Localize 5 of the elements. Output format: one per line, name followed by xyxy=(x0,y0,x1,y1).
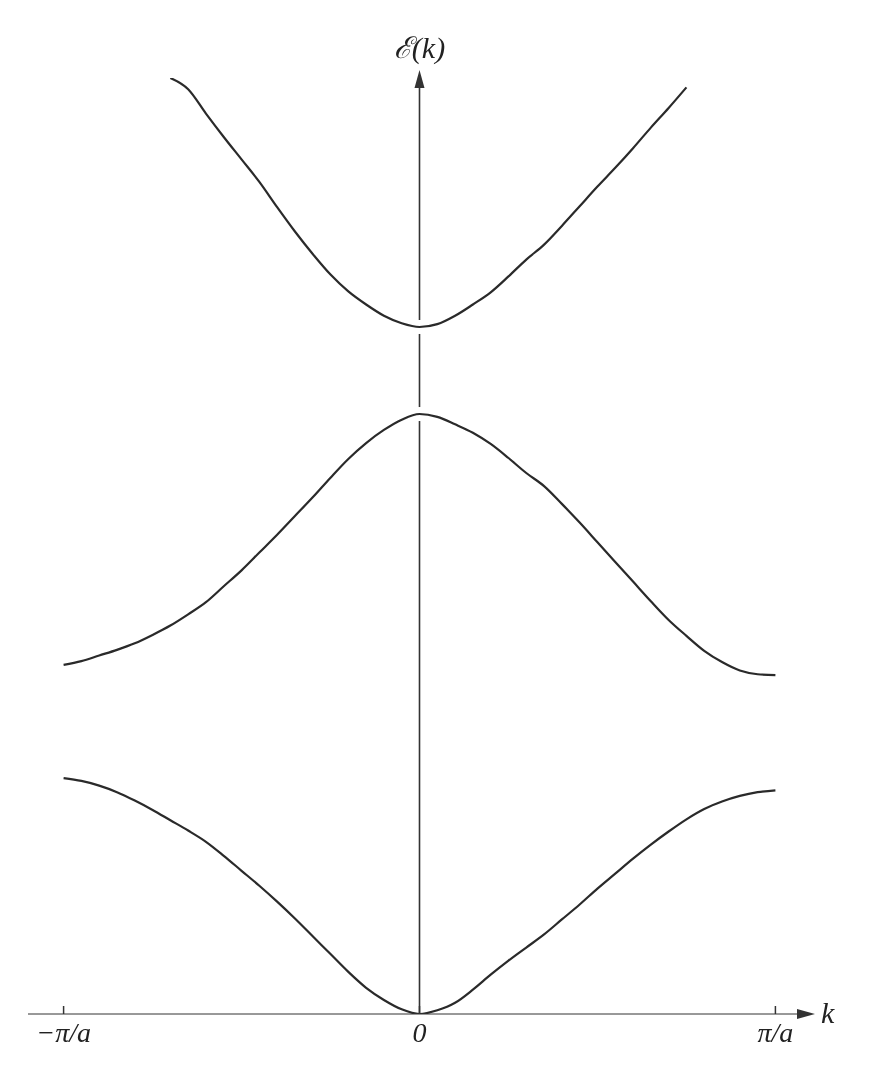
x-axis-title: k xyxy=(821,996,835,1029)
x-tick-label: 0 xyxy=(412,1017,427,1048)
y-axis-title: ℰ(k) xyxy=(393,31,446,65)
x-tick-label: −π/a xyxy=(36,1017,91,1048)
x-tick-label: π/a xyxy=(757,1017,794,1048)
